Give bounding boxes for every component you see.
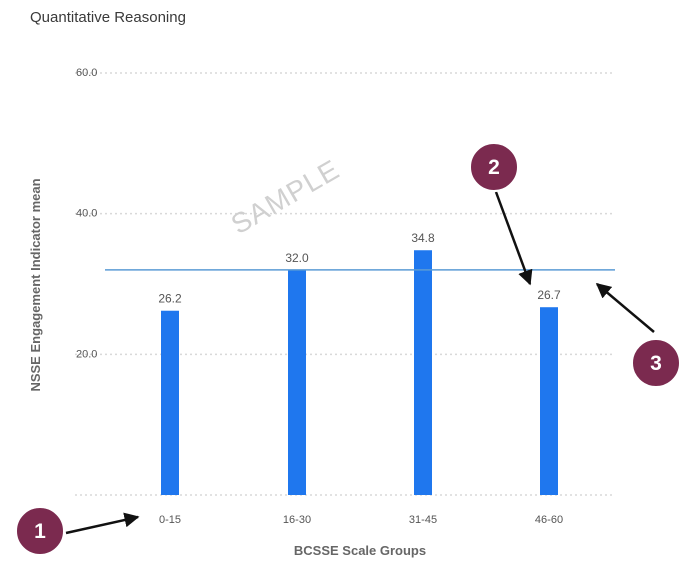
callout-badge bbox=[631, 338, 681, 388]
x-tick-label: 0-15 bbox=[159, 514, 181, 526]
bar bbox=[288, 269, 306, 495]
x-axis-title: BCSSE Scale Groups bbox=[294, 543, 426, 558]
callout-arrow bbox=[595, 283, 655, 333]
y-tick-label: 40.0 bbox=[76, 208, 97, 220]
callout-arrow bbox=[494, 191, 533, 286]
bar bbox=[414, 250, 432, 495]
y-tick-label: 60.0 bbox=[76, 67, 97, 79]
x-tick-label: 16-30 bbox=[283, 514, 311, 526]
sample-watermark: SAMPLE bbox=[226, 153, 345, 240]
bar bbox=[161, 310, 179, 495]
callout-number: 1 bbox=[34, 520, 46, 543]
x-tick-label: 31-45 bbox=[409, 514, 437, 526]
callout-badge bbox=[15, 506, 65, 556]
chart-title: Quantitative Reasoning bbox=[30, 9, 186, 26]
bar-value-label: 34.8 bbox=[411, 231, 435, 245]
callout-number: 2 bbox=[488, 156, 500, 179]
callout-arrow bbox=[65, 512, 140, 535]
y-tick-label: 20.0 bbox=[76, 348, 97, 360]
bar bbox=[540, 307, 558, 495]
bar-value-label: 32.0 bbox=[285, 251, 309, 265]
bar-value-label: 26.2 bbox=[158, 292, 182, 306]
callout-badge bbox=[469, 142, 519, 192]
callout-number: 3 bbox=[650, 352, 662, 375]
bar-value-label: 26.7 bbox=[537, 288, 561, 302]
x-tick-label: 46-60 bbox=[535, 514, 563, 526]
y-axis-title: NSSE Engagement Indicator mean bbox=[28, 178, 43, 391]
